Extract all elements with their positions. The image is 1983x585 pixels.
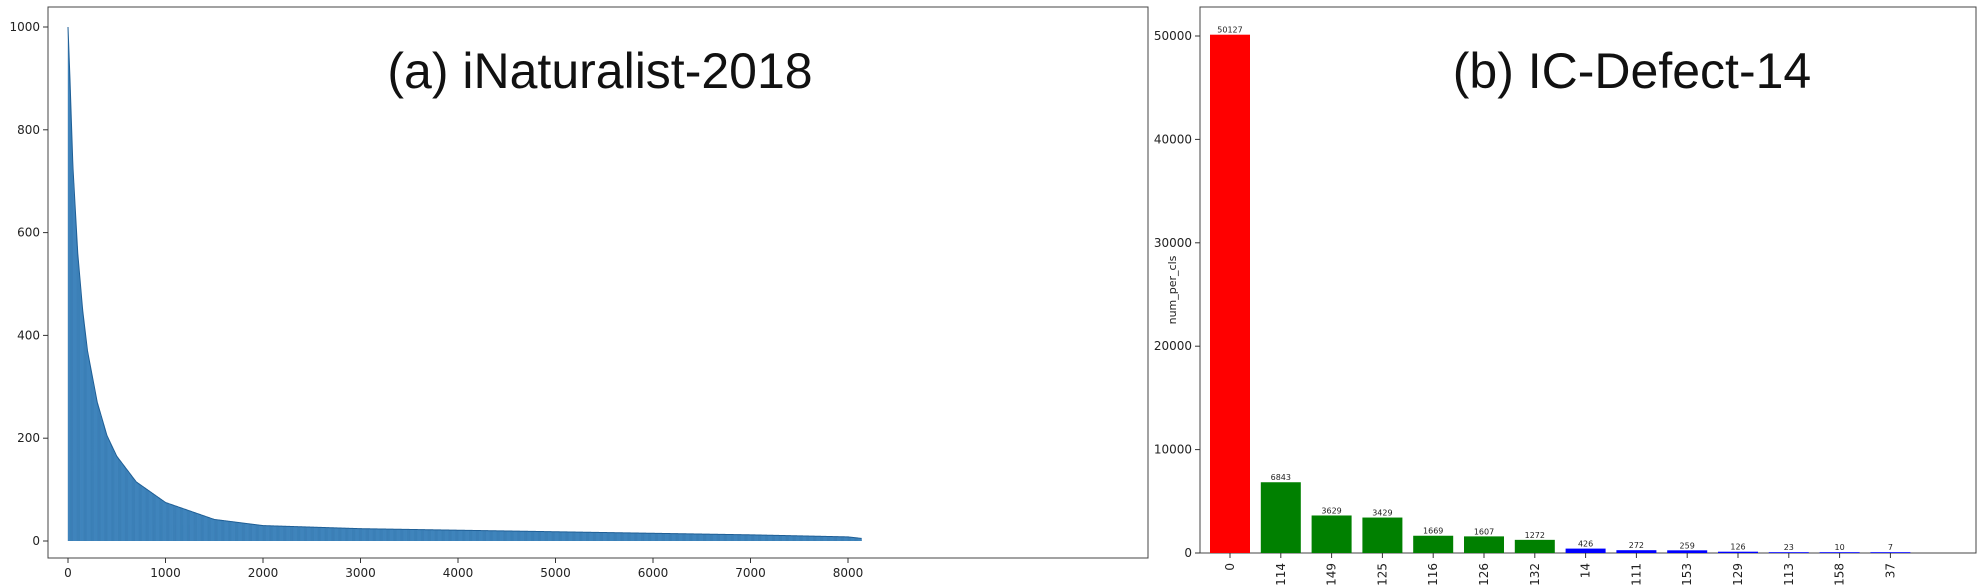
x-tick-label-b: 125 xyxy=(1375,563,1389,585)
x-tick-label-a: 6000 xyxy=(638,566,669,580)
bar-126 xyxy=(1464,536,1504,553)
x-axis-a: 0 1000 2000 3000 4000 5000 6000 7000 8000 xyxy=(64,558,863,580)
x-tick-label-a: 1000 xyxy=(150,566,181,580)
data-label-153: 259 xyxy=(1680,541,1695,550)
data-label-37: 7 xyxy=(1888,543,1893,552)
bar-158 xyxy=(1819,552,1860,553)
bar-149 xyxy=(1311,515,1352,553)
bar-111 xyxy=(1616,550,1657,553)
plot-area-a xyxy=(47,6,1149,559)
x-tick-label-b: 0 xyxy=(1223,563,1237,571)
chart-inaturalist: 0 200 400 600 800 1000 0 1000 2000 3000 4000 5000 6… xyxy=(9,6,1149,580)
y-axis-b: 0 10000 20000 30000 40000 50000 xyxy=(1154,29,1200,560)
y-tick-label-a: 800 xyxy=(17,123,40,137)
x-tick-label-b: 111 xyxy=(1629,563,1643,585)
data-label-132: 1272 xyxy=(1525,531,1545,540)
bar-113 xyxy=(1768,552,1809,553)
chart-title-b: (b) IC-Defect-14 xyxy=(1453,43,1811,99)
x-tick-label-a: 7000 xyxy=(735,566,766,580)
data-label-125: 3429 xyxy=(1372,509,1392,518)
x-tick-label-b: 129 xyxy=(1731,563,1745,585)
x-tick-label-b: 14 xyxy=(1579,563,1593,578)
x-tick-label-a: 0 xyxy=(64,566,72,580)
bar-125 xyxy=(1362,517,1403,553)
bar-37 xyxy=(1870,552,1911,553)
x-tick-label-a: 5000 xyxy=(540,566,571,580)
data-label-114: 6843 xyxy=(1271,473,1291,482)
data-label-129: 126 xyxy=(1730,543,1745,552)
y-tick-label-b: 10000 xyxy=(1154,443,1192,457)
x-tick-label-a: 4000 xyxy=(443,566,474,580)
x-tick-label-b: 114 xyxy=(1274,563,1288,585)
x-tick-label-b: 153 xyxy=(1680,563,1694,585)
bar-132 xyxy=(1514,539,1555,553)
y-axis-label-b: num_per_cls xyxy=(1166,255,1179,324)
bars-a xyxy=(67,26,862,541)
x-tick-label-b: 37 xyxy=(1883,563,1897,578)
chart-title-a: (a) iNaturalist-2018 xyxy=(387,43,812,99)
x-tick-label-b: 126 xyxy=(1477,563,1491,585)
chart-ic-defect: 50127 6843 3629 3429 1669 1607 1272 426 272 259 12… xyxy=(1154,6,1977,585)
bar-0 xyxy=(1210,34,1250,553)
bar-116 xyxy=(1413,535,1454,553)
y-tick-label-b: 20000 xyxy=(1154,339,1192,353)
y-tick-label-a: 400 xyxy=(17,328,40,342)
x-tick-label-a: 2000 xyxy=(248,566,279,580)
x-tick-label-b: 132 xyxy=(1528,563,1542,585)
x-tick-label-b: 158 xyxy=(1833,563,1847,585)
data-label-111: 272 xyxy=(1629,541,1644,550)
x-tick-label-b: 116 xyxy=(1426,563,1440,585)
data-label-149: 3629 xyxy=(1321,506,1341,515)
y-tick-label-a: 600 xyxy=(17,226,40,240)
data-label-126: 1607 xyxy=(1474,527,1494,536)
x-tick-label-a: 3000 xyxy=(345,566,376,580)
data-label-116: 1669 xyxy=(1423,527,1443,536)
data-label-158: 10 xyxy=(1835,543,1845,552)
y-tick-label-a: 1000 xyxy=(9,20,40,34)
bars-outline-a xyxy=(67,26,862,539)
data-label-0: 50127 xyxy=(1217,26,1242,35)
bar-14 xyxy=(1565,548,1606,553)
y-tick-label-b: 30000 xyxy=(1154,236,1192,250)
x-tick-label-a: 8000 xyxy=(833,566,864,580)
bar-edges-a xyxy=(67,27,862,541)
bar-153 xyxy=(1667,550,1708,553)
x-axis-b: 0 114 149 125 116 126 132 14 111 153 129 113 158 37 xyxy=(1223,553,1897,585)
y-tick-label-b: 40000 xyxy=(1154,132,1192,146)
x-tick-label-b: 149 xyxy=(1325,563,1339,585)
y-tick-label-b: 0 xyxy=(1184,546,1192,560)
data-label-113: 23 xyxy=(1784,543,1794,552)
bar-129 xyxy=(1718,551,1758,553)
bar-114 xyxy=(1260,482,1301,553)
y-tick-label-a: 0 xyxy=(32,534,40,548)
y-tick-label-a: 200 xyxy=(17,431,40,445)
x-tick-label-b: 113 xyxy=(1782,563,1796,585)
data-label-14: 426 xyxy=(1578,540,1593,549)
plot-area-b xyxy=(1199,6,1977,554)
bars-b: 50127 6843 3629 3429 1669 1607 1272 426 272 259 12… xyxy=(1210,26,1911,553)
y-tick-label-b: 50000 xyxy=(1154,29,1192,43)
y-axis-a: 0 200 400 600 800 1000 xyxy=(9,20,48,548)
